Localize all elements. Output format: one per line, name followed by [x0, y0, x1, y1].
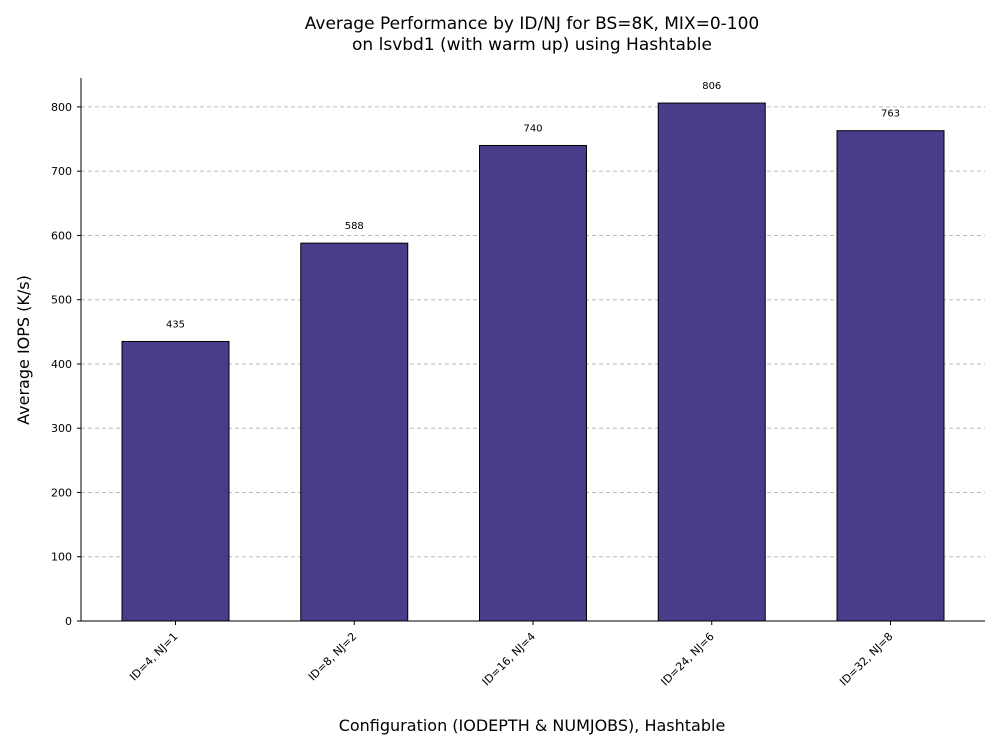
y-tick-label: 500: [51, 294, 72, 307]
y-tick-label: 700: [51, 165, 72, 178]
bar: [657, 102, 766, 622]
bar-value-label: 435: [166, 319, 185, 330]
y-tick-label: 600: [51, 229, 72, 242]
bar-value-label: 806: [702, 81, 721, 92]
x-tick-label: ID=24, NJ=6: [658, 630, 716, 688]
y-tick-label: 200: [51, 486, 72, 499]
chart-title-line-1: Average Performance by ID/NJ for BS=8K, …: [305, 14, 759, 34]
y-axis-label: Average IOPS (K/s): [14, 275, 33, 425]
x-tick-label: ID=4, NJ=1: [127, 630, 180, 683]
x-tick-label: ID=32, NJ=8: [837, 630, 895, 688]
bar-value-label: 763: [881, 109, 900, 120]
y-tick-label: 800: [51, 101, 72, 114]
x-tick-label: ID=8, NJ=2: [306, 630, 359, 683]
bars: [121, 102, 945, 622]
bar-value-label: 740: [523, 123, 542, 134]
bar: [836, 130, 945, 622]
x-axis-label: Configuration (IODEPTH & NUMJOBS), Hasht…: [339, 716, 726, 735]
bar-value-label: 588: [345, 221, 364, 232]
y-tick-label: 0: [65, 615, 72, 628]
chart-title-line-2: on lsvbd1 (with warm up) using Hashtable: [352, 35, 712, 55]
y-tick-label: 300: [51, 422, 72, 435]
bar: [479, 144, 587, 622]
y-tick-label: 400: [51, 358, 72, 371]
bar: [300, 242, 409, 622]
data-labels: 435 588 740 806 763: [166, 81, 900, 330]
y-tick-label: 100: [51, 551, 72, 564]
bar: [121, 340, 230, 622]
x-tick-label: ID=16, NJ=4: [480, 630, 538, 688]
